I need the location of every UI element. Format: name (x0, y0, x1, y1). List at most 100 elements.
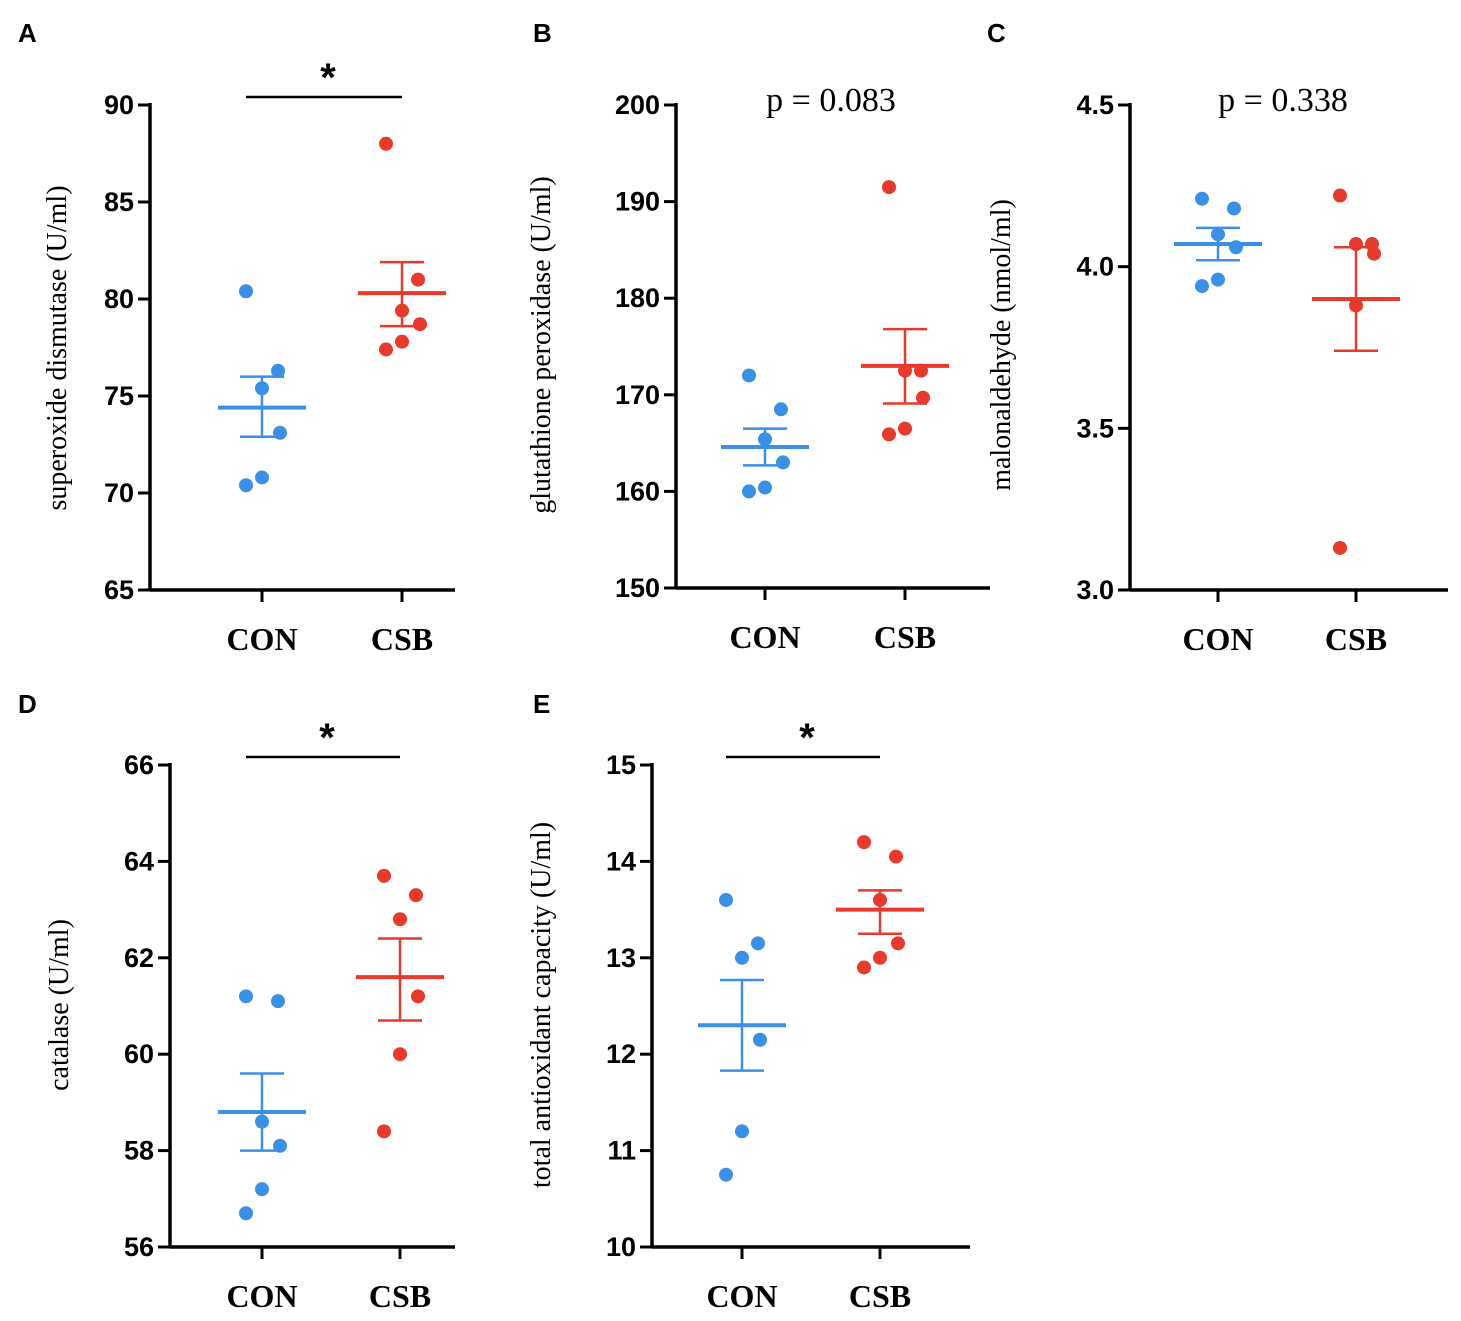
y-tick-label: 62 (124, 943, 154, 973)
y-tick-label: 160 (615, 476, 660, 506)
y-tick-label: 4.5 (1076, 90, 1114, 120)
data-point (776, 455, 790, 470)
panel-a: A 65 70 75 80 85 90 CON CSB superoxide dismutase … (18, 18, 455, 657)
x-tick-label-con: CON (706, 1278, 777, 1314)
panel-letter: A (18, 18, 37, 48)
y-tick-label: 10 (606, 1232, 636, 1262)
data-point (719, 892, 733, 907)
y-tick-label: 4.0 (1076, 252, 1114, 282)
data-point (377, 868, 391, 883)
data-point (273, 1138, 287, 1153)
data-point (271, 363, 285, 378)
series-con (218, 284, 306, 493)
y-tick-label: 66 (124, 750, 154, 780)
panel-letter: D (18, 689, 37, 719)
data-point (898, 421, 912, 436)
series-con (721, 368, 809, 499)
y-tick-label: 60 (124, 1039, 154, 1069)
x-tick-label-con: CON (729, 619, 800, 655)
x-tick-label-con: CON (1182, 621, 1253, 657)
x-tick-label-csb: CSB (371, 621, 433, 657)
series-con (698, 892, 786, 1182)
data-point (239, 989, 253, 1004)
panel-e: E 10 11 12 13 14 15 CON CSB total antioxidant cap… (526, 689, 970, 1314)
y-tick-label: 200 (615, 90, 660, 120)
data-point (751, 936, 765, 951)
x-tick-label-con: CON (226, 1278, 297, 1314)
series-csb (836, 835, 924, 975)
y-tick-label: 14 (606, 846, 636, 876)
data-point (891, 936, 905, 951)
y-tick-label: 15 (606, 750, 636, 780)
y-tick-label: 65 (104, 575, 134, 605)
data-point (1227, 201, 1241, 216)
x-tick-label-con: CON (226, 621, 297, 657)
series-con (1174, 191, 1262, 294)
data-point (239, 478, 253, 493)
data-point (857, 835, 871, 850)
y-tick-label: 13 (606, 943, 636, 973)
data-point (742, 484, 756, 499)
data-point (1211, 272, 1225, 287)
x-tick-label-csb: CSB (1325, 621, 1387, 657)
y-tick-label: 90 (104, 90, 134, 120)
series-csb (861, 180, 949, 442)
y-axis-label: total antioxidant capacity (U/ml) (526, 822, 557, 1188)
data-point (411, 989, 425, 1004)
data-point (758, 480, 772, 495)
data-point (255, 1182, 269, 1197)
data-point (271, 994, 285, 1009)
y-tick-label: 170 (615, 380, 660, 410)
data-point (774, 402, 788, 417)
data-point (413, 317, 427, 332)
significance-star: * (320, 56, 336, 100)
y-tick-label: 180 (615, 283, 660, 313)
data-point (742, 368, 756, 383)
data-point (393, 912, 407, 927)
series-csb (356, 868, 444, 1139)
data-point (1367, 246, 1381, 261)
y-tick-label: 150 (615, 573, 660, 603)
x-tick-label-csb: CSB (874, 619, 936, 655)
significance-star: * (319, 716, 335, 760)
panel-letter: E (533, 689, 550, 719)
x-tick-label-csb: CSB (849, 1278, 911, 1314)
y-tick-label: 3.5 (1076, 413, 1114, 443)
data-point (411, 272, 425, 287)
y-tick-label: 75 (104, 381, 134, 411)
panel-letter: C (987, 18, 1006, 48)
data-point (255, 470, 269, 485)
series-csb (358, 136, 446, 357)
y-tick-label: 3.0 (1076, 575, 1114, 605)
panel-b: B 150 160 170 180 190 200 CON CSB glutathione per… (526, 18, 990, 655)
y-axis-label: catalase (U/ml) (44, 919, 75, 1091)
data-point (1333, 540, 1347, 555)
data-point (379, 136, 393, 151)
y-tick-label: 70 (104, 478, 134, 508)
y-tick-label: 85 (104, 187, 134, 217)
panel-letter: B (533, 18, 552, 48)
series-con (218, 989, 306, 1221)
p-value-label: p = 0.083 (766, 82, 896, 119)
data-point (873, 950, 887, 965)
data-point (239, 1206, 253, 1221)
y-tick-label: 56 (124, 1232, 154, 1262)
data-point (1333, 188, 1347, 203)
data-point (1195, 279, 1209, 294)
data-point (379, 342, 393, 357)
y-axis-label: superoxide dismutase (U/ml) (42, 185, 73, 510)
y-tick-label: 11 (607, 1136, 636, 1166)
y-tick-label: 80 (104, 284, 134, 314)
data-point (393, 1047, 407, 1062)
y-tick-label: 58 (124, 1136, 154, 1166)
panel-d: D 56 58 60 62 64 66 CON CSB catalase (U/ml) * (18, 689, 455, 1314)
data-point (735, 950, 749, 965)
panel-c: C 3.0 3.5 4.0 4.5 CON CSB malonaldehyde (nmol/m… (986, 18, 1448, 657)
y-tick-label: 190 (615, 187, 660, 217)
y-axis-label: glutathione peroxidase (U/ml) (526, 176, 557, 513)
data-point (719, 1167, 733, 1182)
data-point (377, 1124, 391, 1139)
y-tick-label: 64 (124, 846, 154, 876)
data-point (882, 180, 896, 195)
